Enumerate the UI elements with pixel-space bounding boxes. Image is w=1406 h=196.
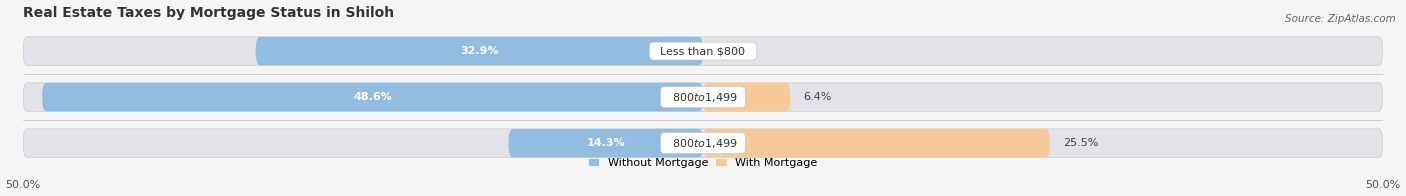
Text: 25.5%: 25.5% <box>1063 138 1098 148</box>
Text: $800 to $1,499: $800 to $1,499 <box>665 91 741 104</box>
FancyBboxPatch shape <box>22 37 1384 65</box>
Text: 0.0%: 0.0% <box>717 46 745 56</box>
FancyBboxPatch shape <box>256 37 703 65</box>
FancyBboxPatch shape <box>42 83 703 111</box>
Text: 14.3%: 14.3% <box>586 138 626 148</box>
Text: $800 to $1,499: $800 to $1,499 <box>665 137 741 150</box>
FancyBboxPatch shape <box>22 83 1384 111</box>
Text: 6.4%: 6.4% <box>804 92 832 102</box>
Text: Less than $800: Less than $800 <box>654 46 752 56</box>
Text: Source: ZipAtlas.com: Source: ZipAtlas.com <box>1285 14 1396 24</box>
Text: 48.6%: 48.6% <box>353 92 392 102</box>
Legend: Without Mortgage, With Mortgage: Without Mortgage, With Mortgage <box>583 153 823 172</box>
FancyBboxPatch shape <box>509 129 703 157</box>
FancyBboxPatch shape <box>22 129 1384 157</box>
FancyBboxPatch shape <box>703 83 790 111</box>
FancyBboxPatch shape <box>703 129 1050 157</box>
Text: Real Estate Taxes by Mortgage Status in Shiloh: Real Estate Taxes by Mortgage Status in … <box>22 5 394 20</box>
Text: 32.9%: 32.9% <box>460 46 499 56</box>
